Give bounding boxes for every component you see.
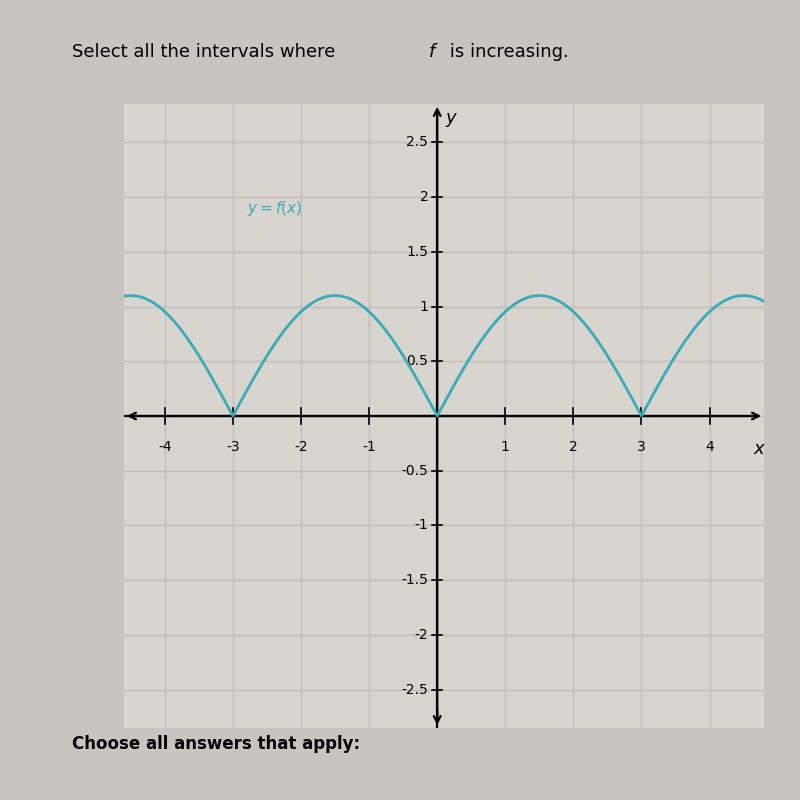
Text: 0.5: 0.5 [406, 354, 428, 368]
Text: -3: -3 [226, 440, 240, 454]
Text: $f$: $f$ [428, 43, 438, 61]
Text: -2.5: -2.5 [402, 682, 428, 697]
Text: -1.5: -1.5 [402, 574, 428, 587]
Text: $y = f(x)$: $y = f(x)$ [246, 198, 302, 218]
Text: Select all the intervals where: Select all the intervals where [72, 43, 341, 61]
Text: -4: -4 [158, 440, 172, 454]
Text: -2: -2 [294, 440, 308, 454]
Text: -0.5: -0.5 [402, 464, 428, 478]
Text: 2: 2 [419, 190, 428, 204]
Text: 3: 3 [637, 440, 646, 454]
Text: 2.5: 2.5 [406, 135, 428, 150]
Text: 1.5: 1.5 [406, 245, 428, 258]
Text: 1: 1 [501, 440, 510, 454]
Text: x: x [754, 440, 764, 458]
Text: -1: -1 [362, 440, 376, 454]
Text: 2: 2 [569, 440, 578, 454]
Text: Choose all answers that apply:: Choose all answers that apply: [72, 735, 360, 753]
Text: -1: -1 [414, 518, 428, 533]
Text: -2: -2 [414, 628, 428, 642]
Text: 1: 1 [419, 299, 428, 314]
Text: is increasing.: is increasing. [444, 43, 569, 61]
Text: 4: 4 [705, 440, 714, 454]
Text: y: y [446, 110, 456, 127]
